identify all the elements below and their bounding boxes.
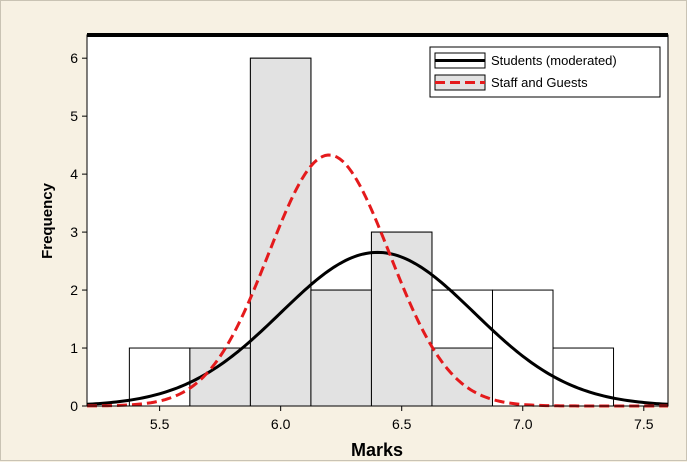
legend-label-students: Students (moderated) <box>491 53 617 68</box>
x-axis: 5.5 6.0 6.5 7.0 7.5 <box>150 406 654 432</box>
x-tick-label-1: 6.0 <box>271 416 291 432</box>
density-curve-students <box>86 250 669 406</box>
y-tick-label-1: 1 <box>70 340 78 356</box>
legend-label-staff: Staff and Guests <box>491 75 588 90</box>
y-tick-label-0: 0 <box>70 398 78 414</box>
x-tick-label-2: 6.5 <box>392 416 412 432</box>
histogram-bar-students-0 <box>128 347 191 407</box>
y-tick-label-3: 3 <box>70 224 78 240</box>
y-axis-title: Frequency <box>39 182 56 259</box>
x-axis-title: Marks <box>351 440 403 460</box>
histogram-bars <box>128 57 615 407</box>
x-tick-label-4: 7.5 <box>634 416 654 432</box>
histogram-bar-staff-2 <box>310 289 372 407</box>
y-axis: 0 1 2 3 4 5 6 <box>70 50 87 414</box>
y-tick-label-5: 5 <box>70 108 78 124</box>
legend-item-students: Students (moderated) <box>434 52 617 69</box>
y-tick-label-6: 6 <box>70 50 78 66</box>
histogram-bar-students-6 <box>552 347 615 407</box>
y-tick-label-2: 2 <box>70 282 78 298</box>
histogram-bar-staff-1 <box>249 57 312 407</box>
y-tick-label-4: 4 <box>70 166 78 182</box>
x-tick-label-0: 5.5 <box>150 416 170 432</box>
legend: Students (moderated) Staff and Guests <box>429 46 661 98</box>
x-tick-label-3: 7.0 <box>513 416 533 432</box>
plot-frame <box>86 34 669 407</box>
legend-item-staff: Staff and Guests <box>434 74 588 91</box>
histogram-bar-students-5 <box>491 289 554 407</box>
